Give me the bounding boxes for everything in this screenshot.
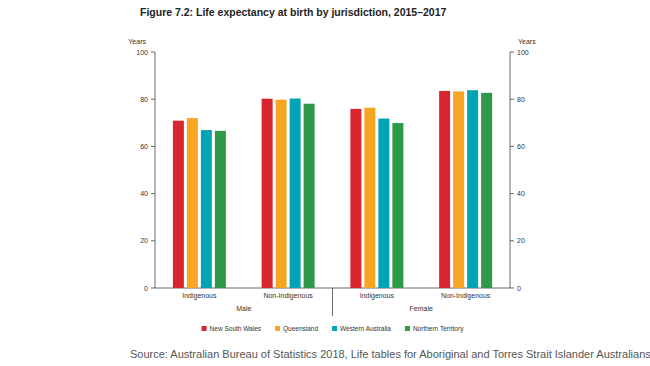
bar (439, 91, 450, 288)
y-tick (151, 288, 155, 289)
legend-swatch (202, 326, 207, 331)
bar (467, 90, 478, 288)
bar (276, 100, 287, 288)
bar (392, 123, 403, 288)
bar (215, 131, 226, 288)
y-axis-title: Years (128, 38, 146, 45)
y2-tick (510, 288, 514, 289)
group-label: Female (410, 305, 433, 312)
bar (378, 119, 389, 288)
y2-axis-line (510, 52, 511, 288)
group-separator (332, 288, 333, 316)
bar (201, 130, 212, 288)
y2-tick-label: 20 (517, 237, 525, 244)
legend-label: Northern Territory (413, 325, 464, 333)
legend-swatch (332, 326, 337, 331)
y-tick-label: 80 (140, 96, 148, 103)
legend-swatch (275, 326, 280, 331)
bar (290, 98, 301, 288)
category-label: Indigenous (360, 292, 395, 300)
bar (481, 93, 492, 288)
legend-swatch (405, 326, 410, 331)
group-label: Male (236, 305, 251, 312)
y2-tick (510, 99, 514, 100)
legend: New South Wales Queensland Western Austral… (202, 325, 465, 333)
y-tick-label: 40 (140, 190, 148, 197)
y2-tick-label: 40 (517, 190, 525, 197)
chart-title: Figure 7.2: Life expectancy at birth by … (140, 6, 447, 18)
y2-tick (510, 146, 514, 147)
bar (453, 91, 464, 288)
y-tick (151, 146, 155, 147)
y2-tick-label: 60 (517, 143, 525, 150)
y2-tick-label: 100 (517, 49, 529, 56)
y-tick (151, 52, 155, 53)
y2-tick (510, 240, 514, 241)
y-tick-label: 0 (144, 285, 148, 292)
bar (304, 104, 315, 288)
y-tick-label: 100 (136, 49, 148, 56)
bar (187, 118, 198, 288)
bar (173, 121, 184, 288)
category-label: Indigenous (182, 292, 217, 300)
y2-tick (510, 193, 514, 194)
bar (262, 99, 273, 288)
y-tick-label: 60 (140, 143, 148, 150)
y2-tick-label: 0 (517, 285, 521, 292)
legend-label: Western Australia (340, 325, 391, 332)
y2-tick (510, 52, 514, 53)
y-tick (151, 240, 155, 241)
source-note: Source: Australian Bureau of Statistics … (130, 348, 650, 360)
legend-label: New South Wales (210, 325, 262, 332)
legend-label: Queensland (283, 325, 318, 333)
y-tick (151, 193, 155, 194)
y2-tick-label: 80 (517, 96, 525, 103)
y-axis-line (155, 52, 156, 288)
y-tick-label: 20 (140, 237, 148, 244)
bar (364, 108, 375, 288)
bar (350, 109, 361, 288)
y2-axis-title: Years (518, 38, 536, 45)
bars (173, 90, 492, 288)
category-label: Non-Indigenous (263, 292, 313, 300)
category-label: Non-Indigenous (441, 292, 491, 300)
y-tick (151, 99, 155, 100)
